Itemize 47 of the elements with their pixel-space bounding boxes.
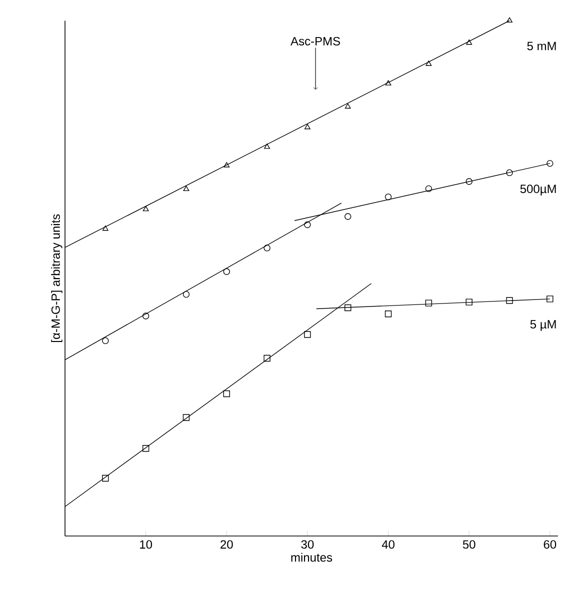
point bbox=[304, 331, 311, 338]
point bbox=[102, 474, 109, 482]
point bbox=[546, 160, 554, 167]
point bbox=[425, 300, 432, 306]
point bbox=[344, 213, 352, 220]
point bbox=[304, 221, 311, 228]
point bbox=[182, 290, 190, 298]
y-axis-title: [α-M-G-P] arbitrary units bbox=[51, 214, 62, 342]
point bbox=[224, 162, 230, 168]
x-tick-label: 10 bbox=[140, 540, 152, 549]
series-label: 5 µM bbox=[530, 320, 556, 331]
point bbox=[102, 226, 108, 231]
point bbox=[344, 304, 352, 312]
x-tick-label: 40 bbox=[382, 540, 394, 549]
point bbox=[142, 312, 150, 320]
point bbox=[264, 144, 270, 149]
x-tick-label: 20 bbox=[220, 540, 233, 549]
point bbox=[385, 80, 392, 86]
point bbox=[182, 414, 190, 421]
point bbox=[344, 103, 351, 109]
point bbox=[466, 178, 472, 185]
point bbox=[426, 60, 432, 66]
annotation: Asc-PMS bbox=[290, 36, 340, 46]
point bbox=[223, 390, 230, 398]
point bbox=[142, 206, 149, 212]
point bbox=[223, 268, 230, 275]
x-tick-label: 50 bbox=[462, 540, 476, 549]
point bbox=[425, 185, 432, 192]
point bbox=[546, 296, 554, 302]
point bbox=[506, 297, 513, 304]
x-tick-label: 30 bbox=[301, 540, 314, 549]
point bbox=[183, 186, 190, 192]
point bbox=[506, 169, 513, 176]
point bbox=[466, 298, 472, 306]
point bbox=[466, 40, 472, 45]
x-axis-title: minutes bbox=[291, 552, 332, 562]
series-label: 500µM bbox=[520, 184, 556, 196]
point bbox=[142, 445, 150, 452]
text: 5 mM bbox=[527, 42, 556, 50]
point bbox=[304, 124, 310, 130]
point bbox=[102, 337, 109, 344]
point bbox=[384, 310, 392, 318]
point bbox=[264, 244, 270, 252]
point bbox=[264, 354, 270, 362]
point bbox=[506, 17, 512, 23]
x-tick-label: 60 bbox=[544, 540, 556, 549]
point bbox=[384, 194, 392, 200]
